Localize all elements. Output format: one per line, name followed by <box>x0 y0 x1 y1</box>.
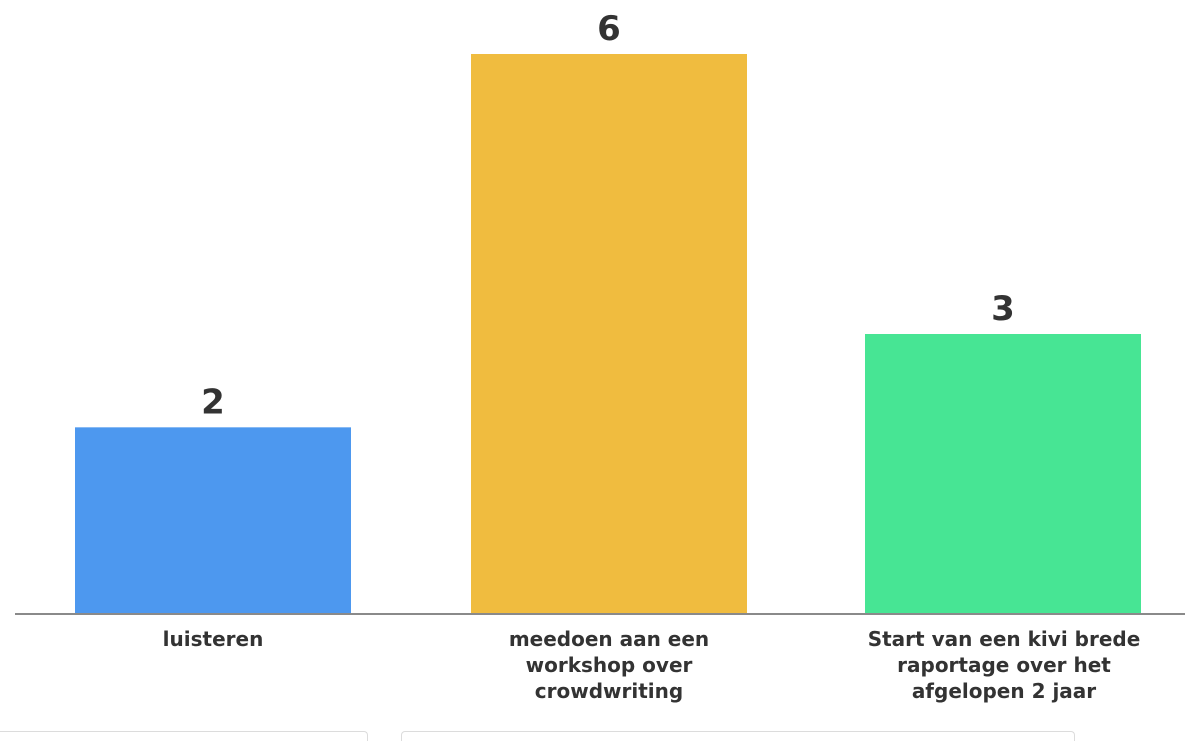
category-label-raportage: Start van een kivi brede raportage over … <box>867 627 1141 703</box>
category-label-workshop: meedoen aan een workshop over crowdwriti… <box>508 627 710 703</box>
bottom-card-left[interactable] <box>0 731 368 741</box>
bars-layer <box>75 54 1141 614</box>
category-label-luisteren: luisteren <box>162 627 264 651</box>
bar-luisteren <box>75 427 351 614</box>
bar-raportage <box>865 334 1141 614</box>
value-label-luisteren: 2 <box>201 382 225 422</box>
value-labels-layer: 2 6 3 <box>201 9 1015 422</box>
value-label-workshop: 6 <box>597 9 621 49</box>
value-label-raportage: 3 <box>991 289 1015 329</box>
bottom-card-right[interactable] <box>401 731 1075 741</box>
bar-workshop <box>471 54 747 614</box>
